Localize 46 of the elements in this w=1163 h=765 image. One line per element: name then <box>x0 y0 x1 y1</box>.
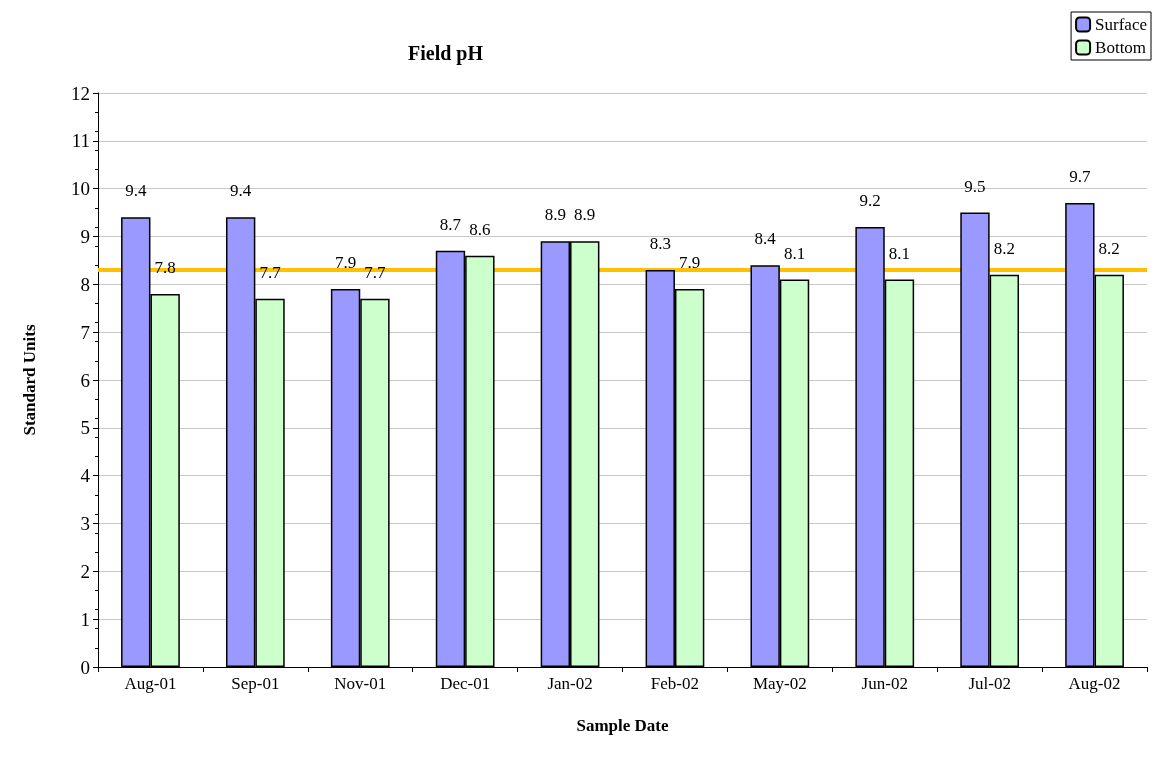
data-label: 7.8 <box>154 257 176 277</box>
data-label: 8.3 <box>649 233 671 253</box>
x-tick-label: Jun-02 <box>861 674 908 693</box>
x-tick-label: Feb-02 <box>650 674 700 693</box>
y-tick-label: 5 <box>80 417 90 439</box>
chart-title: Field pH <box>408 42 484 65</box>
y-axis-title: Standard Units <box>20 324 39 436</box>
y-tick-label: 1 <box>80 608 90 630</box>
y-tick-label: 0 <box>80 656 90 678</box>
y-tick-label: 9 <box>80 226 90 247</box>
y-tick-label: 12 <box>71 82 90 104</box>
legend-label: Bottom <box>1095 38 1147 57</box>
data-label: 8.7 <box>439 214 462 234</box>
data-label: 7.9 <box>679 253 701 273</box>
data-label: 8.9 <box>574 205 596 225</box>
data-label: 8.2 <box>1098 238 1120 258</box>
data-label: 8.1 <box>888 243 911 263</box>
data-label: 8.6 <box>469 219 491 239</box>
y-tick-label: 10 <box>71 178 90 200</box>
x-tick-label: Dec-01 <box>440 674 491 693</box>
data-label: 9.7 <box>1069 167 1091 187</box>
x-tick-label: Aug-01 <box>124 674 177 693</box>
x-axis-title: Sample Date <box>576 716 669 735</box>
y-tick-label: 8 <box>80 273 90 295</box>
data-label: 9.5 <box>964 176 986 196</box>
y-tick-label: 3 <box>80 513 90 534</box>
x-tick-label: Sep-01 <box>231 674 280 693</box>
data-label: 8.4 <box>754 229 777 249</box>
data-label: 8.9 <box>544 205 566 225</box>
data-label: 9.4 <box>230 181 252 201</box>
x-tick-label: Jul-02 <box>968 674 1011 693</box>
x-tick-label: Aug-02 <box>1068 674 1121 693</box>
data-label: 9.2 <box>859 190 881 210</box>
data-label: 8.1 <box>783 243 806 263</box>
x-tick-label: Nov-01 <box>334 674 387 693</box>
y-tick-label: 6 <box>80 369 90 391</box>
legend-label: Surface <box>1095 15 1148 34</box>
y-tick-label: 4 <box>80 465 91 487</box>
data-label: 8.2 <box>993 238 1015 258</box>
y-tick-label: 7 <box>80 321 90 343</box>
y-tick-label: 2 <box>80 560 90 582</box>
data-label: 7.9 <box>334 253 357 273</box>
data-label: 9.4 <box>125 181 147 201</box>
x-tick-label: Jan-02 <box>547 674 593 693</box>
y-tick-label: 11 <box>71 130 90 152</box>
x-tick-label: May-02 <box>752 674 807 693</box>
